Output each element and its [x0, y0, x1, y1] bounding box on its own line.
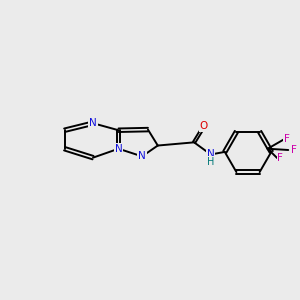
Text: O: O: [200, 122, 208, 131]
Text: N: N: [89, 118, 97, 128]
Text: F: F: [291, 145, 296, 155]
Text: H: H: [207, 157, 214, 167]
Text: N: N: [207, 149, 214, 160]
Text: F: F: [278, 153, 283, 163]
Text: N: N: [138, 152, 146, 161]
Text: N: N: [115, 144, 122, 154]
Text: F: F: [284, 134, 290, 144]
